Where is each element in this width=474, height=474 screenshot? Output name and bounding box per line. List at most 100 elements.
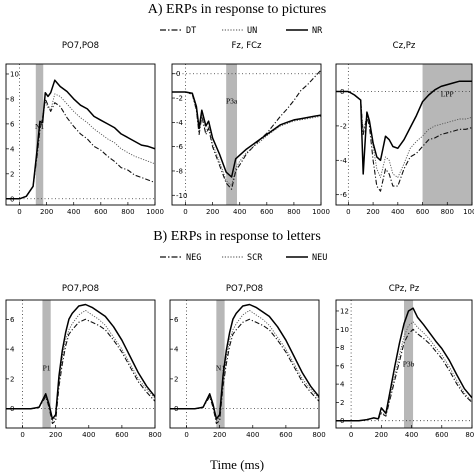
- y-tick-label: 8: [10, 95, 14, 103]
- highlight-window: [404, 300, 414, 428]
- y-tick-label: -2: [176, 95, 183, 103]
- x-tick-label: 200: [366, 208, 379, 216]
- y-tick-label: 2: [340, 399, 344, 407]
- series-line-nr: [6, 79, 155, 200]
- y-tick-label: -6: [340, 191, 348, 199]
- chart-panel-5: 0 200 400 600 800 0 2 4 6 PO7,PO8 N1: [169, 284, 326, 439]
- x-tick-label: 0: [183, 208, 187, 216]
- highlight-window: [42, 300, 51, 428]
- x-tick-label: 800: [312, 431, 325, 439]
- y-tick-label: 4: [174, 346, 179, 354]
- series-group: [6, 303, 155, 425]
- x-tick-label: 400: [82, 431, 95, 439]
- panel-frame: [335, 299, 473, 429]
- highlight-window: [226, 64, 238, 205]
- series-line-un: [6, 93, 155, 200]
- legend-nr-label: NR: [312, 26, 323, 36]
- section-b-title: B) ERPs in response to letters: [153, 229, 321, 244]
- chart-panel-3: 0 200 400 600 800 1000 -6 -4 -2 0 Cz,Pz LPP: [335, 41, 474, 216]
- x-tick-label: 0: [17, 208, 21, 216]
- series-line-neu: [6, 303, 155, 420]
- x-tick-label: 600: [435, 431, 448, 439]
- y-tick-label: 2: [174, 375, 178, 383]
- series-line-nr: [172, 91, 321, 178]
- x-tick-label: 0: [346, 208, 350, 216]
- series-line-scr: [6, 309, 155, 422]
- y-tick-label: 0: [10, 195, 14, 203]
- x-tick-label: 800: [465, 431, 474, 439]
- x-tick-label: 0: [349, 431, 353, 439]
- component-label: LPP: [441, 89, 454, 98]
- x-tick-label: 1000: [463, 208, 474, 216]
- x-tick-label: 0: [20, 431, 24, 439]
- chart-panel-4: 0 200 400 600 800 0 2 4 6 PO7,PO8 P1: [5, 284, 162, 439]
- panel-title: PO7,PO8: [226, 284, 263, 294]
- y-tick-label: 10: [340, 326, 349, 334]
- y-tick-label: -6: [176, 143, 184, 151]
- y-tick-label: 4: [10, 145, 15, 153]
- x-tick-label: 400: [405, 431, 418, 439]
- y-tick-label: -4: [340, 157, 348, 165]
- section-a-legend: DT UN NR: [160, 26, 323, 36]
- series-line-un: [172, 91, 321, 187]
- component-label: P3a: [226, 96, 238, 105]
- x-tick-label: 600: [94, 208, 107, 216]
- legend-neg-label: NEG: [186, 253, 201, 263]
- y-tick-label: 6: [10, 120, 15, 128]
- legend-un-label: UN: [247, 26, 257, 36]
- panel-title: PO7,PO8: [62, 41, 99, 51]
- series-line-nr: [336, 80, 472, 175]
- series-line-neg: [170, 318, 319, 425]
- series-line-dt: [336, 90, 472, 192]
- x-tick-label: 0: [184, 431, 188, 439]
- series-group: [336, 80, 472, 192]
- series-line-dt: [6, 98, 155, 200]
- panel-title: CPz, Pz: [389, 284, 420, 294]
- chart-panel-2: 0 200 400 600 800 1000 -10 -8 -6 -4 -2 0 Fz, FCz P3a: [171, 41, 330, 216]
- component-label: N1: [35, 122, 44, 131]
- legend-dt-label: DT: [186, 26, 196, 36]
- series-line-scr: [336, 321, 472, 422]
- panel-title: PO7,PO8: [62, 284, 99, 294]
- y-tick-label: 0: [174, 405, 178, 413]
- y-tick-label: -10: [176, 192, 187, 200]
- x-tick-label: 600: [279, 431, 292, 439]
- series-group: [336, 307, 472, 422]
- legend-neu-label: NEU: [312, 253, 327, 263]
- x-tick-label: 200: [213, 431, 226, 439]
- y-tick-label: -2: [340, 122, 347, 130]
- panel-title: Cz,Pz: [393, 41, 416, 51]
- x-tick-label: 400: [246, 431, 259, 439]
- series-line-scr: [170, 309, 319, 422]
- x-tick-label: 200: [40, 208, 53, 216]
- x-tick-label: 400: [233, 208, 246, 216]
- x-tick-label: 800: [287, 208, 300, 216]
- x-axis-label: Time (ms): [210, 457, 264, 472]
- x-tick-label: 600: [416, 208, 429, 216]
- panel-frame: [335, 63, 473, 206]
- highlight-window: [422, 64, 472, 205]
- x-tick-label: 1000: [312, 208, 330, 216]
- y-tick-label: 4: [10, 346, 15, 354]
- x-tick-label: 200: [375, 431, 388, 439]
- x-tick-label: 400: [67, 208, 80, 216]
- series-line-neu: [336, 307, 472, 422]
- x-tick-label: 1000: [146, 208, 164, 216]
- section-b-legend: NEG SCR NEU: [160, 253, 327, 263]
- component-label: N1: [216, 363, 225, 372]
- panel-frame: [169, 299, 320, 429]
- x-tick-label: 600: [115, 431, 128, 439]
- y-tick-label: 0: [10, 405, 14, 413]
- y-tick-label: 6: [10, 316, 15, 324]
- series-group: [6, 79, 155, 200]
- x-tick-label: 600: [260, 208, 273, 216]
- section-a-title: A) ERPs in response to pictures: [148, 2, 326, 17]
- x-tick-label: 800: [441, 208, 454, 216]
- panel-frame: [5, 299, 156, 429]
- x-tick-label: 800: [148, 431, 161, 439]
- series-group: [170, 303, 319, 425]
- y-tick-label: 6: [340, 362, 345, 370]
- series-line-neg: [6, 318, 155, 425]
